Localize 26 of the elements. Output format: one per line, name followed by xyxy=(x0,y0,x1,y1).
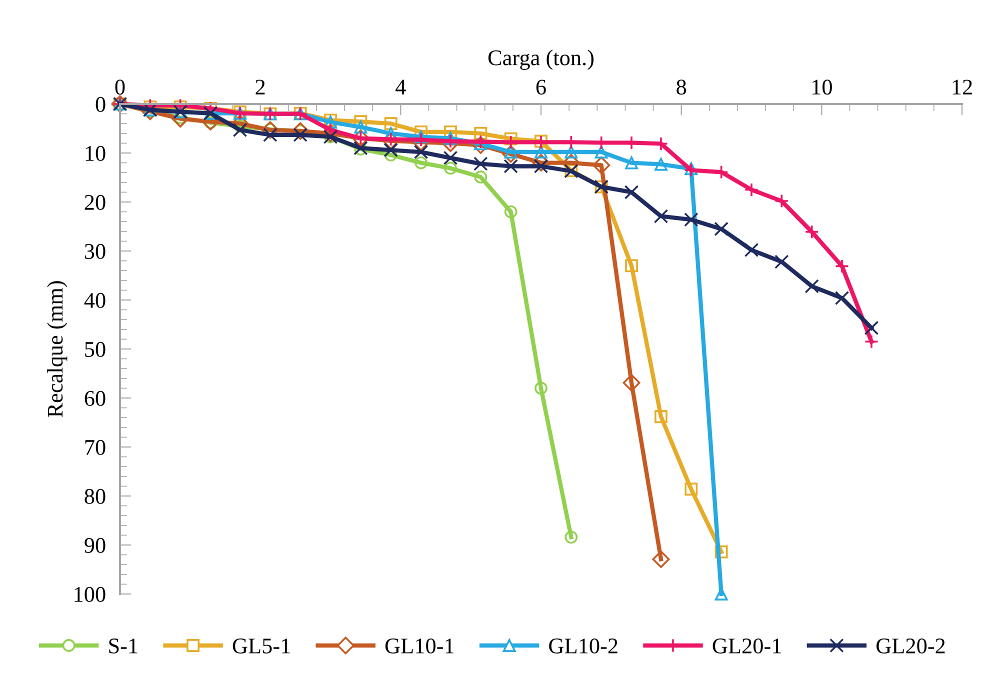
x-tick-label: 0 xyxy=(115,80,125,95)
y-tick-label: 100 xyxy=(74,586,106,602)
legend-label: GL5-1 xyxy=(232,638,290,654)
y-axis-title: Recalque (mm) xyxy=(47,281,68,418)
legend-label: S-1 xyxy=(109,638,138,654)
legend-label: GL10-1 xyxy=(385,638,454,654)
y-tick-label: 40 xyxy=(84,292,106,308)
y-tick-label: 0 xyxy=(96,96,106,112)
y-tick-label: 60 xyxy=(84,390,106,406)
x-axis-title: Carga (ton.) xyxy=(488,50,594,70)
x-tick-label: 2 xyxy=(256,80,265,94)
x-tick-label: 4 xyxy=(396,80,406,94)
x-tick-label: 12 xyxy=(952,80,972,94)
y-tick-label: 50 xyxy=(85,342,106,357)
legend-label: GL20-2 xyxy=(876,638,945,654)
legend-label: GL20-1 xyxy=(712,638,781,654)
x-tick-label: 8 xyxy=(676,80,686,95)
x-tick-label: 6 xyxy=(536,80,546,95)
y-tick-label: 90 xyxy=(84,538,106,553)
y-tick-label: 80 xyxy=(84,488,106,504)
y-tick-label: 10 xyxy=(86,146,106,161)
y-tick-label: 70 xyxy=(85,440,106,455)
y-tick-label: 20 xyxy=(84,194,106,210)
y-tick-label: 30 xyxy=(84,244,106,259)
legend-label: GL10-2 xyxy=(549,638,618,654)
x-tick-label: 10 xyxy=(812,80,832,95)
